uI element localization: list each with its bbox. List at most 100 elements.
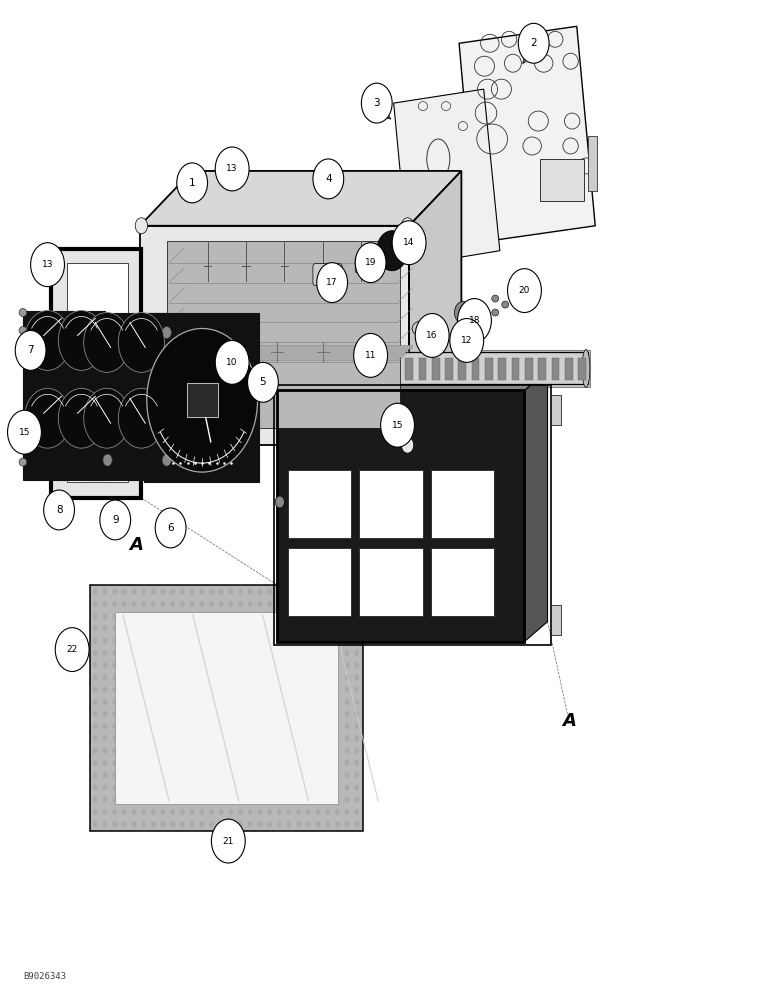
- Circle shape: [112, 748, 117, 754]
- Circle shape: [239, 687, 243, 693]
- Circle shape: [218, 687, 223, 693]
- Circle shape: [93, 760, 97, 766]
- Circle shape: [277, 625, 282, 631]
- Circle shape: [286, 821, 291, 827]
- Circle shape: [248, 687, 252, 693]
- Circle shape: [412, 359, 415, 362]
- Circle shape: [180, 809, 185, 815]
- Circle shape: [316, 650, 320, 656]
- Circle shape: [229, 736, 233, 741]
- Circle shape: [199, 674, 204, 680]
- Circle shape: [345, 699, 350, 705]
- Circle shape: [180, 674, 185, 680]
- Circle shape: [565, 367, 567, 370]
- Circle shape: [122, 821, 127, 827]
- Circle shape: [345, 760, 350, 766]
- Circle shape: [248, 772, 252, 778]
- Circle shape: [345, 723, 350, 729]
- Circle shape: [141, 821, 146, 827]
- Circle shape: [326, 613, 330, 619]
- Circle shape: [161, 784, 165, 790]
- Circle shape: [199, 650, 204, 656]
- Circle shape: [103, 809, 107, 815]
- Circle shape: [248, 760, 252, 766]
- Circle shape: [132, 809, 137, 815]
- Circle shape: [147, 328, 258, 472]
- Circle shape: [258, 809, 262, 815]
- Circle shape: [171, 589, 175, 595]
- Circle shape: [267, 625, 272, 631]
- Polygon shape: [90, 585, 363, 831]
- Circle shape: [209, 772, 214, 778]
- Ellipse shape: [381, 232, 403, 250]
- Circle shape: [229, 613, 233, 619]
- Circle shape: [190, 650, 195, 656]
- Circle shape: [354, 625, 359, 631]
- Text: B9026343: B9026343: [23, 972, 66, 981]
- Circle shape: [132, 601, 137, 607]
- Circle shape: [306, 723, 310, 729]
- Circle shape: [448, 367, 450, 370]
- Circle shape: [326, 797, 330, 803]
- Circle shape: [218, 784, 223, 790]
- Circle shape: [277, 797, 282, 803]
- Circle shape: [511, 374, 513, 377]
- Circle shape: [218, 625, 223, 631]
- Circle shape: [190, 625, 195, 631]
- Circle shape: [455, 302, 472, 323]
- Circle shape: [316, 711, 320, 717]
- Circle shape: [103, 797, 107, 803]
- Circle shape: [258, 601, 262, 607]
- Circle shape: [355, 243, 386, 283]
- Circle shape: [277, 638, 282, 644]
- Circle shape: [439, 367, 442, 370]
- Circle shape: [267, 650, 272, 656]
- Circle shape: [161, 772, 165, 778]
- Circle shape: [574, 359, 577, 362]
- Circle shape: [345, 674, 350, 680]
- Circle shape: [112, 797, 117, 803]
- Circle shape: [100, 500, 130, 540]
- Circle shape: [112, 760, 117, 766]
- Circle shape: [354, 797, 359, 803]
- Text: 9: 9: [112, 515, 119, 525]
- Circle shape: [141, 797, 146, 803]
- Circle shape: [180, 784, 185, 790]
- Circle shape: [171, 797, 175, 803]
- Ellipse shape: [412, 320, 434, 336]
- Circle shape: [286, 784, 291, 790]
- Circle shape: [316, 699, 320, 705]
- Circle shape: [484, 367, 486, 370]
- Circle shape: [209, 625, 214, 631]
- Circle shape: [313, 159, 344, 199]
- Circle shape: [151, 699, 156, 705]
- Circle shape: [209, 638, 214, 644]
- Circle shape: [199, 687, 204, 693]
- FancyBboxPatch shape: [287, 548, 351, 616]
- Circle shape: [199, 699, 204, 705]
- Circle shape: [151, 662, 156, 668]
- Circle shape: [93, 821, 97, 827]
- Circle shape: [335, 638, 340, 644]
- Circle shape: [296, 625, 301, 631]
- Circle shape: [177, 163, 208, 203]
- Circle shape: [296, 650, 301, 656]
- Circle shape: [122, 711, 127, 717]
- Circle shape: [530, 381, 532, 384]
- Circle shape: [277, 687, 282, 693]
- FancyBboxPatch shape: [432, 358, 439, 380]
- Circle shape: [171, 736, 175, 741]
- Circle shape: [430, 381, 432, 384]
- Circle shape: [296, 723, 301, 729]
- Circle shape: [354, 821, 359, 827]
- Circle shape: [277, 650, 282, 656]
- Circle shape: [335, 711, 340, 717]
- Circle shape: [345, 736, 350, 741]
- Circle shape: [171, 687, 175, 693]
- Circle shape: [190, 784, 195, 790]
- Circle shape: [209, 809, 214, 815]
- Circle shape: [345, 772, 350, 778]
- Ellipse shape: [19, 309, 27, 317]
- Circle shape: [574, 381, 577, 384]
- Circle shape: [354, 809, 359, 815]
